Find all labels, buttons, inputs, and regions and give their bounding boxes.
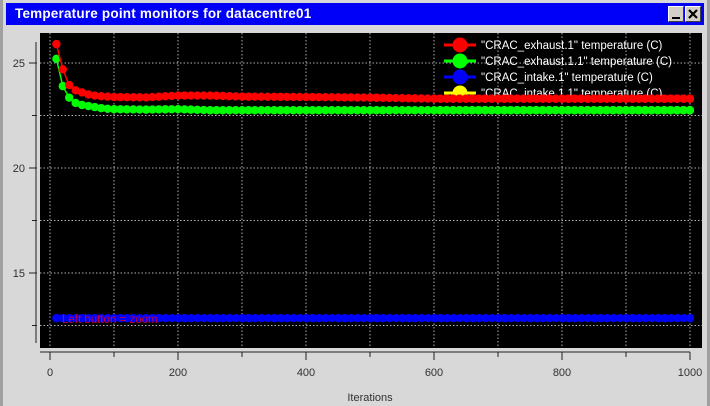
legend-marker-icon: [452, 69, 468, 85]
legend-marker-icon: [452, 37, 468, 53]
x-tick-label: 600: [425, 367, 443, 379]
legend-item: "CRAC_exhaust.1" temperature (C): [444, 37, 663, 53]
legend-item: "CRAC_exhaust.1.1" temperature (C): [444, 53, 672, 69]
legend-label: "CRAC_intake.1" temperature (C): [481, 72, 653, 84]
x-tick-label: 400: [297, 367, 315, 379]
y-tick-label: 25: [13, 58, 25, 70]
x-tick-label: 1000: [678, 367, 702, 379]
window-title: Temperature point monitors for datacentr…: [15, 6, 312, 21]
legend-label: "CRAC_exhaust.1" temperature (C): [481, 40, 663, 52]
legend-item: "CRAC_intake.1" temperature (C): [444, 69, 653, 85]
legend-label: "CRAC_exhaust.1.1" temperature (C): [481, 56, 672, 68]
y-tick-label: 20: [13, 163, 25, 175]
x-tick-label: 200: [169, 367, 187, 379]
series-overlay: [429, 94, 695, 115]
close-button[interactable]: [685, 6, 701, 22]
y-tick-label: 15: [13, 268, 25, 280]
legend-marker-icon: [452, 53, 468, 69]
minimize-button[interactable]: [668, 6, 684, 22]
axes: 0 200 400 600 800 1000 15 20 25: [13, 42, 702, 379]
plot-background[interactable]: [40, 33, 702, 348]
series-line: [52, 313, 695, 323]
grid-lines: [40, 33, 702, 348]
x-axis-label: Iterations: [347, 392, 393, 404]
x-tick-label: 0: [47, 367, 53, 379]
legend: "CRAC_exhaust.1" temperature (C) "CRAC_ex…: [429, 37, 695, 115]
title-bar[interactable]: Temperature point monitors for datacentr…: [6, 3, 704, 25]
zoom-hint: Left button = zoom: [62, 314, 158, 326]
close-icon: [688, 9, 698, 19]
x-tick-label: 800: [553, 367, 571, 379]
